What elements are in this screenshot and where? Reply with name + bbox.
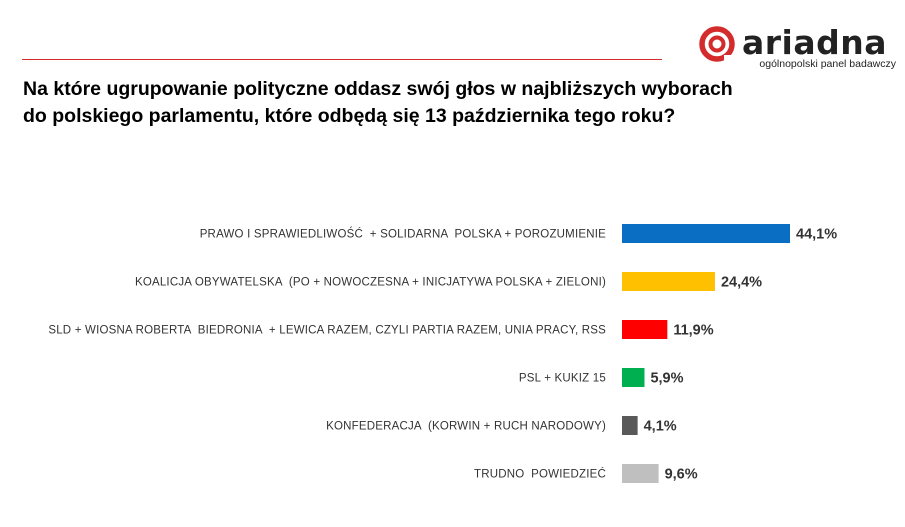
category-label: PRAWO I SPRAWIEDLIWOŚĆ + SOLIDARNA POLSK…	[200, 228, 606, 241]
logo-wordmark: ariadna	[742, 23, 888, 62]
bar	[622, 368, 645, 387]
logo-tagline: ogólnopolski panel badawczy	[759, 58, 896, 70]
category-label: TRUDNO POWIEDZIEĆ	[474, 468, 606, 481]
bar	[622, 416, 638, 435]
value-label: 5,9%	[650, 371, 683, 387]
question-line-1: Na które ugrupowanie polityczne oddasz s…	[23, 78, 733, 100]
question-title: Na które ugrupowanie polityczne oddasz s…	[23, 76, 763, 130]
bar	[622, 464, 659, 483]
bar	[622, 272, 715, 291]
category-label: KOALICJA OBYWATELSKA (PO + NOWOCZESNA + …	[135, 277, 606, 289]
value-label: 24,4%	[721, 275, 762, 291]
bar	[622, 320, 668, 339]
category-label: PSL + KUKIZ 15	[519, 373, 606, 385]
ariadna-logo-icon	[699, 26, 736, 63]
question-line-2: do polskiego parlamentu, które odbędą si…	[23, 105, 676, 127]
value-label: 9,6%	[665, 467, 698, 483]
value-label: 4,1%	[644, 419, 677, 435]
value-label: 44,1%	[796, 227, 837, 243]
value-label: 11,9%	[673, 323, 713, 339]
category-label: KONFEDERACJA (KORWIN + RUCH NARODOWY)	[326, 421, 606, 433]
category-label: SLD + WIOSNA ROBERTA BIEDRONIA + LEWICA …	[48, 325, 606, 337]
ariadna-logo: ariadna ogólnopolski panel badawczy	[698, 23, 898, 73]
bar	[622, 224, 790, 243]
header-divider	[22, 59, 662, 60]
